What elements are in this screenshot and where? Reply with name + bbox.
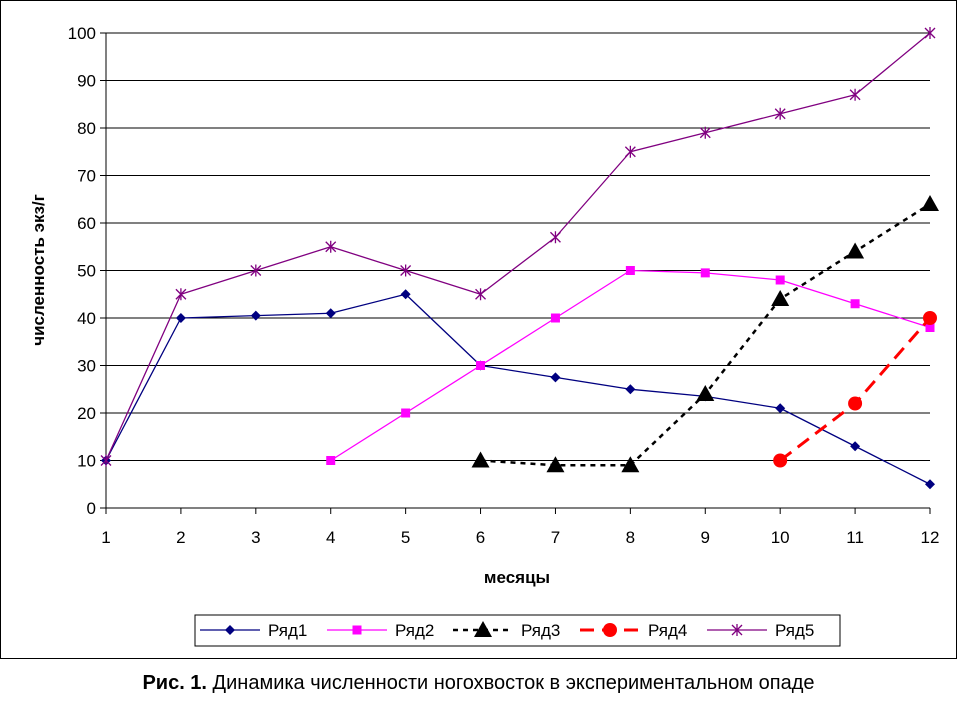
point-Ряд3-10: [771, 290, 790, 306]
x-tick-label: 2: [176, 528, 185, 547]
point-Ряд5-9: [699, 126, 711, 139]
y-tick-label: 50: [77, 262, 96, 281]
point-Ряд1-12: [925, 479, 935, 490]
chart-border: [0, 0, 957, 659]
point-Ряд5-7: [549, 231, 561, 244]
x-tick-label: 4: [326, 528, 335, 547]
gridlines: [106, 32, 930, 461]
series-line-Ряд1: [105, 293, 931, 485]
x-tick-label: 6: [476, 528, 485, 547]
y-tick-label: 60: [77, 214, 96, 233]
series-Ряд5: [100, 27, 936, 467]
point-Ряд3-8: [621, 456, 640, 473]
legend-label: Ряд4: [648, 621, 687, 640]
series-Ряд2: [326, 266, 935, 465]
point-Ряд2-6: [476, 361, 486, 370]
x-tick-label: 9: [701, 528, 710, 547]
point-Ряд1-11: [850, 441, 861, 452]
point-Ряд2-9: [700, 268, 710, 278]
y-tick-label: 70: [77, 167, 96, 186]
x-tick-label: 5: [401, 528, 410, 547]
point-Ряд1-3: [250, 310, 261, 321]
point-Ряд5-5: [400, 264, 412, 277]
legend-item-Ряд2: Ряд2: [327, 621, 434, 640]
point-Ряд5-8: [624, 145, 636, 158]
point-Ряд1-2: [175, 313, 186, 323]
point-Ряд5-3: [250, 264, 262, 277]
point-Ряд1-4: [325, 308, 336, 319]
series-Ряд3: [471, 195, 939, 473]
x-tick-label: 11: [846, 528, 864, 547]
point-Ряд3-9: [696, 385, 715, 401]
point-Ряд5-1: [100, 454, 112, 467]
point-Ряд5-4: [325, 240, 337, 253]
x-tick-label: 8: [626, 528, 635, 547]
legend-label: Ряд5: [775, 621, 814, 640]
legend-label: Ряд1: [268, 621, 307, 640]
legend-marker-Ряд4: [603, 623, 617, 637]
x-tick-label: 10: [771, 528, 790, 547]
point-Ряд3-12: [921, 195, 939, 211]
point-Ряд5-6: [475, 288, 487, 301]
series-line-Ряд5: [105, 32, 931, 461]
point-Ряд2-8: [625, 266, 635, 275]
legend: Ряд1 Ряд2 Ряд3 Ряд4 Ряд5: [194, 614, 841, 647]
y-tick-label: 80: [77, 119, 96, 138]
legend-item-Ряд1: Ряд1: [200, 621, 307, 640]
point-Ряд2-5: [401, 408, 411, 418]
y-tick-label: 100: [68, 24, 96, 43]
caption-text: Динамика численности ногохвосток в экспе…: [207, 672, 815, 694]
x-tick-label: 12: [921, 528, 940, 547]
point-Ряд2-10: [775, 275, 785, 285]
legend-label: Ряд2: [395, 621, 434, 640]
x-tick-label: 1: [101, 528, 110, 547]
point-Ряд3-7: [546, 456, 565, 473]
caption-prefix: Рис. 1.: [142, 672, 207, 694]
point-Ряд1-7: [550, 372, 561, 383]
legend-item-Ряд5: Ряд5: [707, 621, 814, 640]
point-Ряд4-11: [848, 396, 863, 411]
point-Ряд5-2: [175, 288, 187, 301]
chart-frame: 0 10 20 30 40 50 60 70 80 90 100 1 2 3 4 5 6 7 8 9 10 11 12 ме…: [0, 0, 957, 659]
series-Ряд4: [773, 311, 937, 468]
legend-marker-Ряд1: [225, 625, 235, 635]
figure-caption: Рис. 1. Динамика численности ногохвосток…: [0, 672, 957, 695]
point-Ряд2-4: [326, 456, 336, 465]
y-tick-label: 0: [87, 499, 96, 518]
x-tick-label: 7: [551, 528, 560, 547]
legend-item-Ряд3: Ряд3: [453, 621, 560, 640]
point-Ряд1-8: [625, 384, 636, 395]
point-Ряд1-10: [775, 403, 786, 414]
point-Ряд1-5: [400, 289, 411, 300]
y-tick-label: 10: [77, 452, 96, 471]
point-Ряд5-12: [924, 27, 936, 39]
point-Ряд4-10: [773, 453, 788, 468]
point-Ряд3-11: [846, 242, 865, 259]
legend-marker-Ряд3: [474, 621, 492, 637]
y-tick-label: 90: [77, 72, 96, 91]
point-Ряд2-12: [925, 323, 935, 332]
x-tick-label: 3: [251, 528, 260, 547]
x-axis-title: месяцы: [484, 568, 550, 587]
point-Ряд5-10: [774, 107, 786, 120]
point-Ряд3-6: [471, 451, 490, 468]
point-Ряд4-12: [923, 311, 937, 325]
y-tick-label: 20: [77, 404, 96, 423]
point-Ряд2-11: [850, 299, 860, 309]
point-Ряд5-11: [849, 88, 861, 101]
y-tick-label: 30: [77, 357, 96, 376]
series: [100, 27, 939, 490]
y-axis-title: численность экз/г: [29, 194, 48, 346]
legend-items: Ряд1 Ряд2 Ряд3 Ряд4 Ряд5: [200, 621, 814, 640]
legend-item-Ряд4: Ряд4: [580, 621, 687, 640]
y-tick-label: 40: [77, 309, 96, 328]
legend-label: Ряд3: [521, 621, 560, 640]
legend-marker-Ряд5: [731, 624, 743, 636]
point-Ряд2-7: [550, 313, 560, 323]
legend-marker-Ряд2: [352, 625, 362, 635]
